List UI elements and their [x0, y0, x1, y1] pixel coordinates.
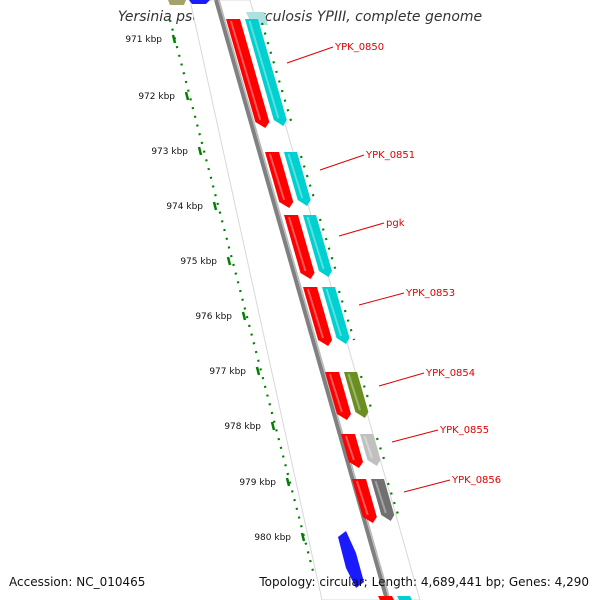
- tick-label: 972 kbp: [138, 92, 175, 102]
- feature-partial-top-blue: [189, 0, 210, 4]
- gene-arrow: [341, 434, 363, 468]
- gene-leader-line: [319, 154, 365, 171]
- gene-leader-line: [378, 372, 425, 387]
- gene-arrow-shine: [355, 480, 369, 516]
- gene-leader-line: [338, 222, 385, 237]
- gene-arrow-shine: [229, 20, 262, 121]
- cds-arrow: [344, 372, 369, 418]
- gene-arrow-shine: [328, 373, 343, 413]
- gene-arrow-shine: [306, 288, 324, 339]
- gene-leader-line: [358, 292, 405, 306]
- major-tick: [171, 34, 177, 44]
- gene-label: YPK_0856: [451, 475, 501, 486]
- major-tick: [300, 532, 306, 542]
- major-tick: [226, 256, 232, 266]
- gene-arrow-shine: [344, 435, 355, 461]
- cds-arrow: [371, 479, 395, 521]
- gene-arrow: [284, 215, 315, 279]
- gene-arrow: [352, 479, 377, 523]
- tick-label: 976 kbp: [195, 312, 232, 322]
- major-tick: [212, 201, 218, 211]
- gene-label: YPK_0855: [439, 425, 489, 436]
- tick-label: 975 kbp: [180, 257, 217, 267]
- gene-label: YPK_0854: [425, 368, 475, 379]
- tick-label: 977 kbp: [209, 367, 246, 377]
- gene-label: YPK_0853: [405, 288, 455, 299]
- tick-label: 978 kbp: [224, 422, 261, 432]
- gene-leader-line: [403, 479, 451, 493]
- gene-tick-marks: [299, 155, 317, 203]
- cds-arrow-shine: [363, 435, 373, 459]
- cds-arrow-shine: [347, 373, 361, 411]
- major-tick: [270, 421, 276, 431]
- cds-arrow-shine: [325, 288, 343, 337]
- gene-arrow: [325, 372, 351, 420]
- cds-arrow: [322, 287, 350, 344]
- genome-summary-text: Topology: circular; Length: 4,689,441 bp…: [259, 575, 589, 589]
- cds-arrow-shine: [287, 153, 304, 199]
- tick-label: 980 kbp: [254, 533, 291, 543]
- tick-dotted-line: [168, 19, 316, 576]
- gene-label: YPK_0851: [365, 150, 415, 161]
- ticks-group: 971 kbp 972 kbp 973 kbp 974 kbp 975 kbp 976 k…: [125, 19, 316, 576]
- cds-arrow: [245, 19, 287, 126]
- gene-leader-line: [286, 46, 334, 64]
- cds-arrow: [360, 434, 381, 466]
- tick-label: 979 kbp: [239, 478, 276, 488]
- major-tick: [197, 146, 203, 156]
- cds-arrow-shine: [306, 216, 325, 270]
- gene-label: YPK_0850: [334, 42, 384, 53]
- major-tick: [285, 477, 291, 487]
- major-tick: [241, 311, 247, 321]
- tick-label: 971 kbp: [125, 35, 162, 45]
- gene-tick-marks: [375, 437, 387, 463]
- accession-text: Accession: NC_010465: [9, 575, 146, 589]
- tick-label: 974 kbp: [166, 202, 203, 212]
- cds-arrow: [284, 152, 311, 206]
- gene-arrow: [303, 287, 333, 346]
- gene-leader-line: [391, 429, 439, 443]
- gene-arrow: [226, 19, 270, 128]
- cds-arrow-shine: [374, 480, 387, 514]
- gene-arrow: [265, 152, 294, 208]
- gene-arrow-shine: [268, 153, 286, 201]
- gene-label: pgk: [386, 218, 405, 229]
- feature-partial-bottom-cyan: [397, 596, 412, 600]
- tick-label: 973 kbp: [151, 147, 188, 157]
- gene-tick-marks: [260, 22, 293, 123]
- cds-arrow-shine: [248, 20, 280, 119]
- major-tick: [255, 366, 261, 376]
- cds-arrow: [303, 215, 332, 277]
- feature-blue-bottom: [338, 531, 364, 588]
- feature-partial-bottom-red: [378, 596, 394, 600]
- feature-partial-top-olive: [168, 0, 186, 5]
- major-tick: [184, 91, 190, 101]
- gene-arrow-shine: [287, 216, 307, 272]
